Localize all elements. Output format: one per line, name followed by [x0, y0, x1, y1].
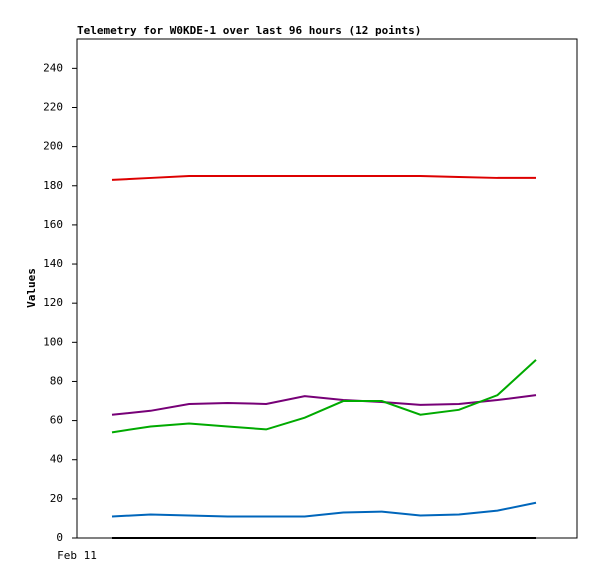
y-tick-label: 220 [43, 100, 63, 113]
y-tick-label: 40 [50, 453, 63, 466]
line [111, 394, 537, 416]
y-tick-label: 0 [56, 531, 63, 544]
y-tick-label: 60 [50, 414, 63, 427]
y-tick-label: 20 [50, 492, 63, 505]
y-tick-label: 100 [43, 335, 63, 348]
line [111, 501, 537, 518]
line [111, 359, 537, 434]
y-tick-label: 180 [43, 179, 63, 192]
y-tick-label: 240 [43, 61, 63, 74]
y-axis-label: Values [25, 268, 38, 308]
y-tick-label: 80 [50, 374, 63, 387]
y-tick-label: 160 [43, 218, 63, 231]
y-tick-label: 140 [43, 257, 63, 270]
x-tick-label: Feb 11 [57, 549, 97, 562]
y-tick-label: 120 [43, 296, 63, 309]
y-tick-label: 200 [43, 140, 63, 153]
chart-title: Telemetry for W0KDE-1 over last 96 hours… [77, 24, 421, 37]
line [111, 174, 536, 181]
